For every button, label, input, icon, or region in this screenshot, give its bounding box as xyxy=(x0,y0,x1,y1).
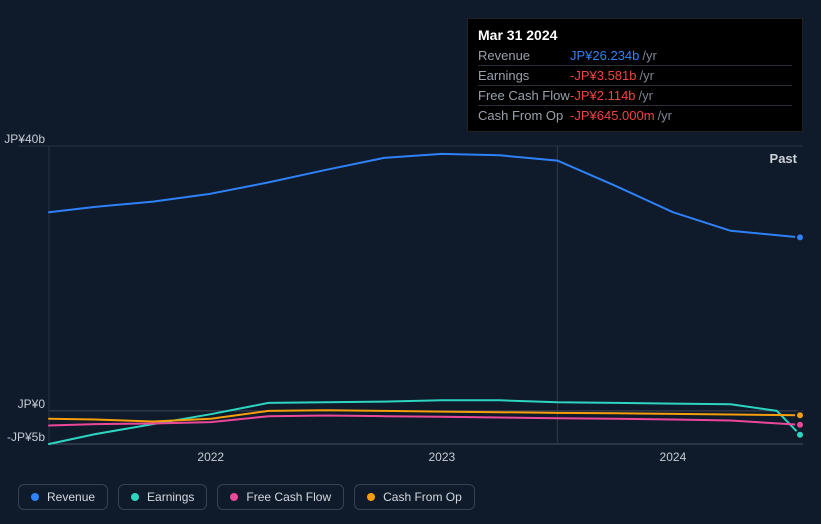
legend-item-revenue[interactable]: Revenue xyxy=(18,484,108,510)
legend-dot xyxy=(367,493,375,501)
tooltip-date: Mar 31 2024 xyxy=(478,27,792,43)
end-marker xyxy=(796,431,804,439)
legend-dot xyxy=(230,493,238,501)
chart-container: JP¥40b JP¥0 -JP¥5b 2022 2023 2024 Past Mar 3… xyxy=(0,0,821,524)
legend-dot xyxy=(131,493,139,501)
end-marker xyxy=(796,421,804,429)
y-tick-label: -JP¥5b xyxy=(0,430,45,444)
legend-label: Revenue xyxy=(47,490,95,504)
tooltip-row-label: Free Cash Flow xyxy=(478,88,570,103)
data-tooltip: Mar 31 2024 RevenueJP¥26.234b/yrEarnings… xyxy=(467,18,803,132)
tooltip-row: Earnings-JP¥3.581b/yr xyxy=(478,65,792,85)
tooltip-row-value: JP¥26.234b xyxy=(570,48,639,63)
tooltip-row-value: -JP¥645.000m xyxy=(570,108,655,123)
tooltip-row-label: Cash From Op xyxy=(478,108,570,123)
tooltip-row-unit: /yr xyxy=(640,68,654,83)
x-tick-label: 2024 xyxy=(660,450,687,464)
tooltip-row: Cash From Op-JP¥645.000m/yr xyxy=(478,105,792,125)
series-revenue xyxy=(49,154,800,238)
tooltip-row-unit: /yr xyxy=(642,48,656,63)
tooltip-row-value: -JP¥2.114b xyxy=(570,88,636,103)
legend-item-free-cash-flow[interactable]: Free Cash Flow xyxy=(217,484,344,510)
legend-label: Free Cash Flow xyxy=(246,490,331,504)
legend-dot xyxy=(31,493,39,501)
tooltip-row: Free Cash Flow-JP¥2.114b/yr xyxy=(478,85,792,105)
past-label: Past xyxy=(770,151,797,166)
legend-label: Earnings xyxy=(147,490,194,504)
y-tick-label: JP¥40b xyxy=(0,132,45,146)
x-tick-label: 2022 xyxy=(197,450,224,464)
end-marker xyxy=(796,233,804,241)
tooltip-row-unit: /yr xyxy=(658,108,672,123)
legend-label: Cash From Op xyxy=(383,490,462,504)
chart-legend: Revenue Earnings Free Cash Flow Cash From O… xyxy=(18,484,475,510)
tooltip-row: RevenueJP¥26.234b/yr xyxy=(478,46,792,65)
tooltip-row-unit: /yr xyxy=(639,88,653,103)
legend-item-earnings[interactable]: Earnings xyxy=(118,484,207,510)
y-tick-label: JP¥0 xyxy=(0,397,45,411)
tooltip-row-label: Revenue xyxy=(478,48,570,63)
x-tick-label: 2023 xyxy=(428,450,455,464)
legend-item-cash-from-op[interactable]: Cash From Op xyxy=(354,484,475,510)
end-marker xyxy=(796,411,804,419)
series-earnings xyxy=(49,400,800,444)
tooltip-row-label: Earnings xyxy=(478,68,570,83)
tooltip-row-value: -JP¥3.581b xyxy=(570,68,637,83)
